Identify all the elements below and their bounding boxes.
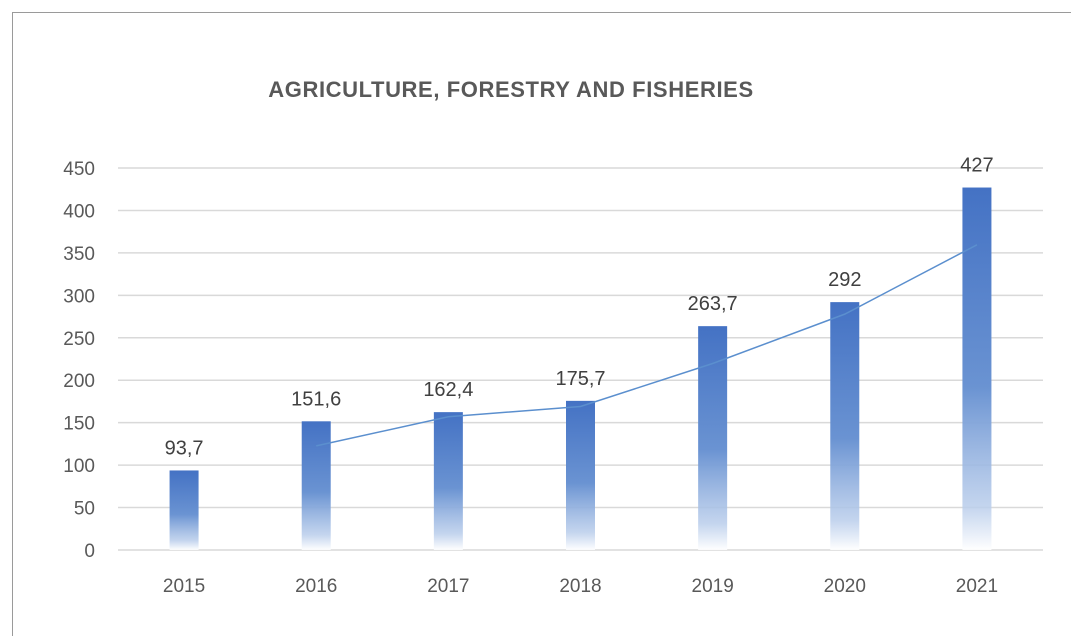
y-tick-label: 150: [63, 414, 95, 435]
data-labels: 93,7 151,6 162,4 175,7 263,7 292 427: [165, 155, 994, 460]
bar-2017: [433, 412, 463, 550]
bar-2020: [830, 302, 860, 550]
x-tick-label-2021: 2021: [956, 576, 998, 597]
data-label-2018: 175,7: [555, 368, 605, 390]
data-label-2017: 162,4: [423, 379, 473, 401]
data-label-2019: 263,7: [688, 293, 738, 315]
x-tick-label-2016: 2016: [295, 576, 337, 597]
trendline: [316, 244, 978, 447]
moving-average-line: [316, 244, 978, 447]
y-tick-label: 400: [63, 201, 95, 222]
y-axis: 0 50 100 150 200 250 300 350 400 450: [63, 159, 95, 562]
y-tick-label: 200: [63, 371, 95, 392]
bar-2015: [169, 470, 199, 550]
bar-2021: [962, 187, 992, 550]
y-tick-label: 350: [63, 244, 95, 265]
data-label-2015: 93,7: [165, 437, 204, 459]
y-tick-label: 300: [63, 286, 95, 307]
y-tick-label: 450: [63, 159, 95, 180]
y-tick-label: 50: [74, 499, 95, 520]
chart-title: AGRICULTURE, FORESTRY AND FISHERIES: [268, 77, 753, 102]
data-label-2016: 151,6: [291, 388, 341, 410]
data-label-2020: 292: [828, 269, 861, 291]
bars: [169, 187, 992, 550]
chart-frame: [12, 12, 1071, 636]
bar-2018: [566, 400, 595, 550]
x-axis: 2015 2016 2017 2018 2019 2020 2021: [163, 576, 998, 597]
data-label-2021: 427: [960, 155, 993, 177]
x-tick-label-2017: 2017: [427, 576, 469, 597]
bar-2016: [301, 421, 331, 550]
y-tick-label: 100: [63, 456, 95, 477]
x-tick-label-2020: 2020: [824, 576, 866, 597]
x-tick-label-2015: 2015: [163, 576, 205, 597]
x-tick-label-2019: 2019: [692, 576, 734, 597]
x-tick-label-2018: 2018: [559, 576, 601, 597]
y-tick-label: 250: [63, 329, 95, 350]
y-tick-label: 0: [84, 541, 95, 562]
